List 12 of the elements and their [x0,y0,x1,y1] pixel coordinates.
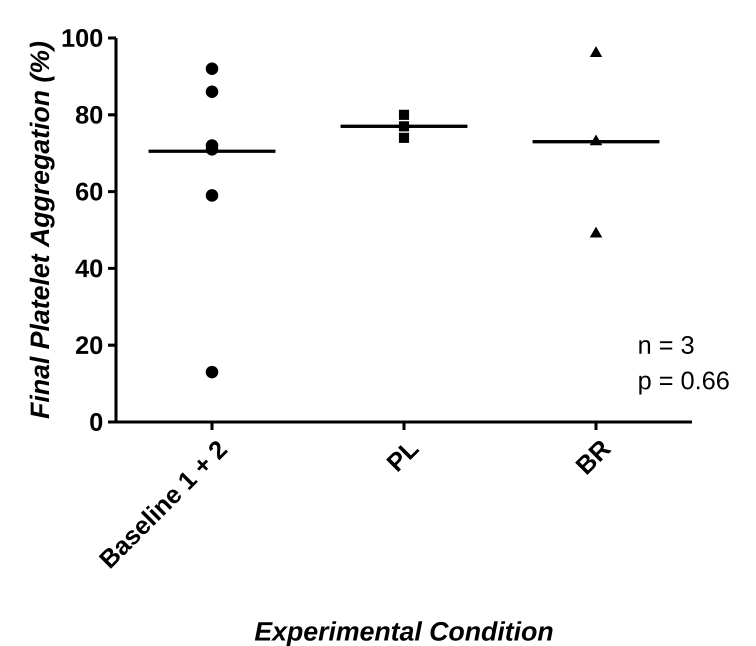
x-tick-label: BR [575,441,612,475]
y-tick-label: 40 [75,259,102,278]
annotation: p = 0.66 [639,372,729,394]
x-tick-label: PL [386,445,420,472]
annotation: n = 3 [639,336,694,354]
y-tick-label: 100 [62,29,102,47]
y-tick-label: 0 [90,413,102,431]
y-tick-label: 20 [76,336,102,354]
y-axis-title: Final Platelet Aggregation (%) [30,42,55,418]
x-axis-title: Experimental Condition [254,621,553,646]
y-tick-label: 60 [76,182,102,201]
y-tick-label: 80 [76,106,102,124]
